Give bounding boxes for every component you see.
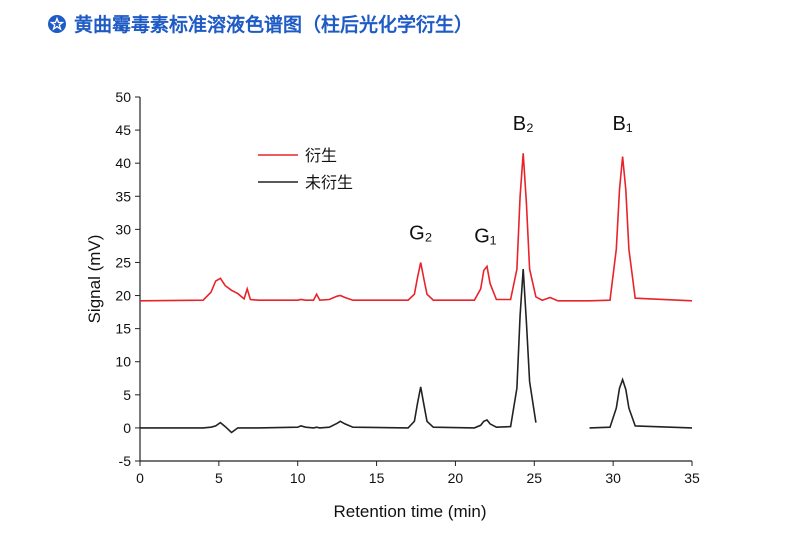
x-tick-label: 25	[526, 470, 542, 486]
y-tick-label: 45	[115, 122, 131, 138]
series-line	[139, 153, 693, 302]
x-tick-label: 20	[448, 470, 464, 486]
x-tick-label: 5	[215, 470, 223, 486]
y-tick-label: 30	[115, 221, 131, 237]
y-axis-label: Signal (mV)	[85, 235, 104, 324]
x-tick-label: 30	[605, 470, 621, 486]
y-tick-label: 15	[115, 321, 131, 337]
y-tick-label: 5	[123, 387, 131, 403]
y-tick-label: 35	[115, 188, 131, 204]
series-line	[140, 269, 693, 434]
y-tick-label: 50	[115, 89, 131, 105]
y-tick-label: 20	[115, 288, 131, 304]
x-axis-label: Retention time (min)	[333, 502, 486, 521]
x-tick-label: 35	[684, 470, 700, 486]
legend-label: 未衍生	[305, 173, 353, 192]
y-tick-label: 0	[123, 420, 131, 436]
y-tick-label: -5	[119, 453, 132, 469]
y-tick-label: 10	[115, 354, 131, 370]
y-tick-label: 40	[115, 155, 131, 171]
chart-title: 黄曲霉毒素标准溶液色谱图（柱后光化学衍生）	[74, 14, 474, 36]
title-icon	[48, 14, 66, 33]
y-tick-label: 25	[115, 254, 131, 270]
x-tick-label: 0	[136, 470, 144, 486]
peak-label: G₂	[409, 222, 432, 244]
legend-label: 衍生	[305, 146, 337, 165]
peak-label: B₂	[513, 113, 534, 135]
peak-label: G₁	[474, 226, 497, 248]
peak-label: B₁	[613, 113, 633, 135]
x-tick-label: 10	[290, 470, 306, 486]
title-row: 黄曲霉毒素标准溶液色谱图（柱后光化学衍生）	[48, 10, 473, 37]
x-tick-label: 15	[369, 470, 385, 486]
